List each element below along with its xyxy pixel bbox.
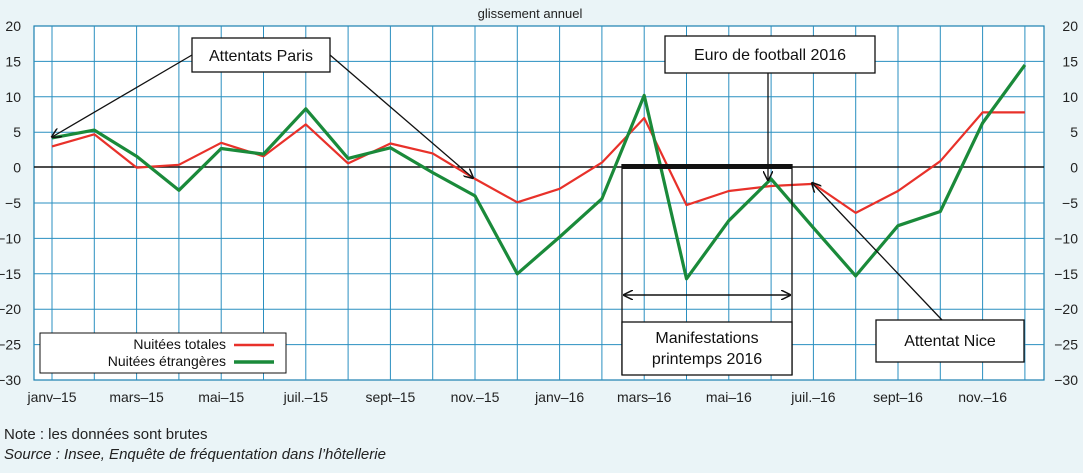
x-tick-label: nov.–16 [958, 389, 1007, 405]
y-tick-label-left: 10 [5, 89, 21, 105]
y-tick-label-right: 0 [1070, 160, 1078, 176]
manif-label-2: printemps 2016 [652, 351, 762, 368]
x-tick-label: mai–15 [198, 389, 244, 405]
euro-box [664, 35, 876, 74]
series-line-totales [51, 111, 1025, 214]
x-tick-label: juil.–16 [790, 389, 836, 405]
x-tick-label: janv–15 [26, 389, 76, 405]
x-tick-label: sept–15 [365, 389, 415, 405]
note-text: Note : les données sont brutes [4, 426, 208, 443]
y-tick-label-right: 15 [1062, 53, 1078, 69]
y-tick-label-left: 5 [13, 124, 21, 140]
series-line-etrangeres [51, 63, 1027, 281]
x-tick-label: janv–16 [534, 389, 584, 405]
x-tick-label: nov.–15 [451, 389, 500, 405]
x-tick-label: sept–16 [873, 389, 923, 405]
manif-label-1: Manifestations [655, 330, 758, 347]
nice-label: Attentat Nice [904, 333, 996, 350]
nice-box [875, 319, 1025, 363]
legend-box [39, 332, 287, 374]
y-tick-label-left: 15 [5, 53, 21, 69]
y-tick-label-right: −30 [1054, 372, 1078, 388]
manif-box [621, 321, 793, 376]
y-tick-label-right: −15 [1054, 266, 1078, 282]
paris-arrow-right [329, 54, 473, 178]
y-tick-label-right: −20 [1054, 301, 1078, 317]
euro-period-bar [622, 164, 792, 169]
y-tick-label-right: 10 [1062, 89, 1078, 105]
line-chart: glissement annuel 20 15 10 5 0 −5 −10 −15 −20 −25… [0, 6, 1078, 405]
x-tick-label: juil.–15 [283, 389, 329, 405]
y-axis-left-labels: 20 15 10 5 0 −5 −10 −15 −20 −25 −30 [0, 18, 21, 388]
source-text: Source : Insee, Enquête de fréquentation… [4, 446, 386, 463]
legend-label-totales: Nuitées totales [133, 336, 226, 352]
y-tick-label-left: 20 [5, 18, 21, 34]
y-axis-right-labels: 20 15 10 5 0 −5 −10 −15 −20 −25 −30 [1054, 18, 1078, 388]
legend-label-etrangeres: Nuitées étrangères [108, 353, 226, 369]
y-tick-label-right: 20 [1062, 18, 1078, 34]
y-tick-label-left: −20 [0, 301, 21, 317]
y-tick-label-right: 5 [1070, 124, 1078, 140]
y-tick-label-left: −25 [0, 337, 21, 353]
y-tick-label-left: −5 [5, 195, 21, 211]
euro-label: Euro de football 2016 [694, 47, 846, 64]
x-axis-labels: janv–15 mars–15 mai–15 juil.–15 sept–15 nov.–… [26, 389, 1007, 405]
y-tick-label-left: 0 [13, 160, 21, 176]
paris-box [191, 37, 331, 73]
paris-label: Attentats Paris [209, 48, 313, 65]
chart-title: glissement annuel [478, 6, 583, 21]
y-tick-label-right: −25 [1054, 337, 1078, 353]
y-tick-label-left: −30 [0, 372, 21, 388]
x-tick-label: mars–15 [109, 389, 164, 405]
y-tick-label-right: −5 [1062, 195, 1078, 211]
y-tick-label-right: −10 [1054, 230, 1078, 246]
paris-arrow-left [52, 54, 193, 137]
y-tick-label-left: −10 [0, 230, 21, 246]
x-tick-label: mars–16 [617, 389, 672, 405]
y-tick-label-left: −15 [0, 266, 21, 282]
series-lines [51, 63, 1027, 281]
nice-arrow [812, 183, 943, 321]
x-tick-label: mai–16 [706, 389, 752, 405]
